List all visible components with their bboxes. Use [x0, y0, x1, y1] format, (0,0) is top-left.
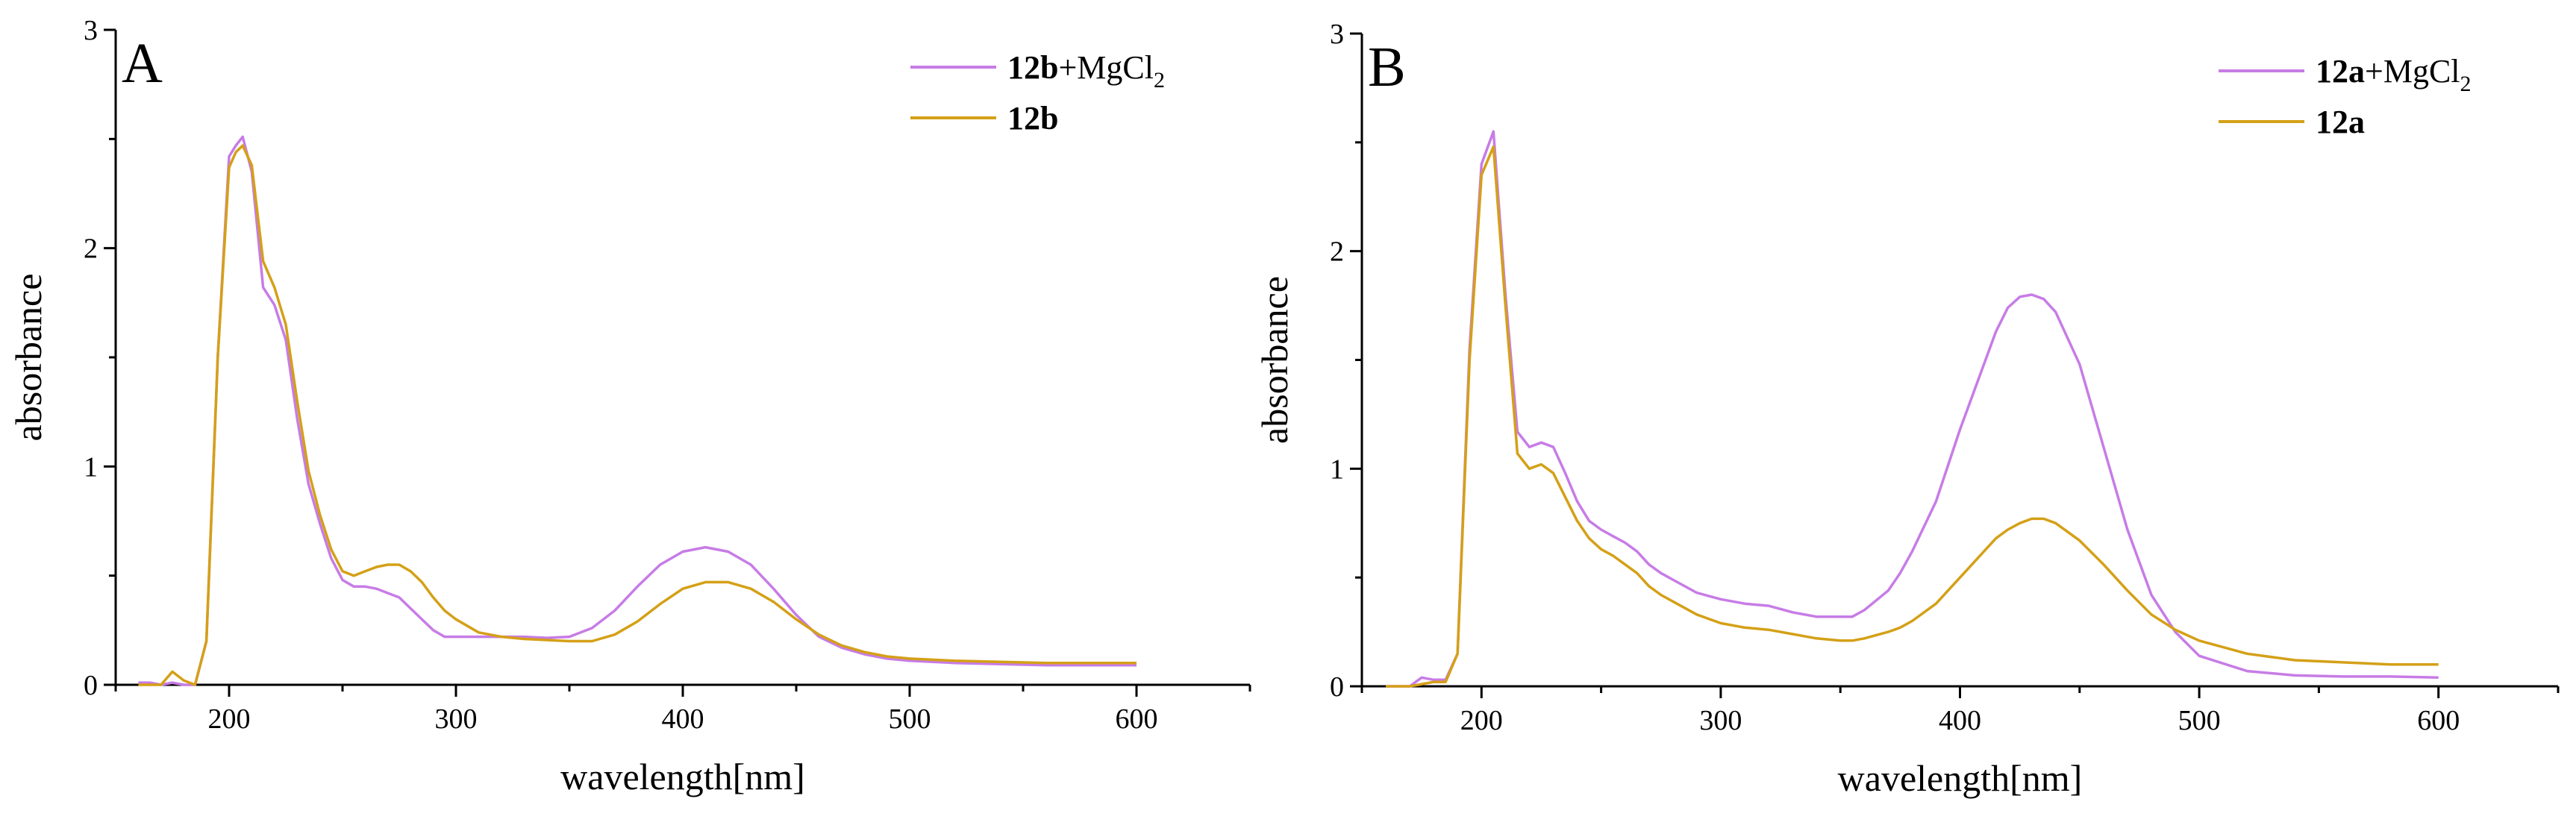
y-tick-label: 0 [1330, 671, 1344, 703]
series-line-12a [1386, 145, 2439, 688]
x-tick-label: 500 [889, 703, 931, 735]
legend-label: 12b+MgCl2 [1007, 49, 1165, 93]
x-tick-label: 600 [1116, 703, 1158, 735]
y-tick-label: 2 [1330, 236, 1344, 268]
x-tick-label: 400 [1939, 705, 1981, 736]
x-tick-label: 400 [662, 703, 704, 735]
y-tick-label: 1 [1330, 454, 1344, 485]
panel-letter: B [1368, 36, 1406, 98]
x-tick-label: 200 [1460, 705, 1503, 736]
x-tick-label: 600 [2417, 705, 2460, 736]
legend-label: 12a+MgCl2 [2316, 53, 2472, 96]
legend-label-rest: +MgCl [2365, 53, 2460, 90]
x-axis-title: wavelength[nm] [1838, 757, 2083, 799]
y-tick-label: 3 [1330, 19, 1344, 50]
y-tick-label: 1 [84, 451, 98, 483]
series-line-12a-mgcl2 [1386, 130, 2439, 688]
legend-label-subscript: 2 [1154, 68, 1165, 93]
legend-label-bold: 12a [2316, 104, 2365, 140]
legend-label-bold: 12b [1007, 100, 1058, 137]
series-line-12b-mgcl2 [138, 135, 1137, 686]
y-tick-label: 0 [84, 670, 98, 701]
x-tick-label: 500 [2178, 705, 2221, 736]
legend-label: 12b [1007, 100, 1058, 137]
legend-label-subscript: 2 [2460, 72, 2472, 96]
x-tick-label: 200 [208, 703, 251, 735]
y-axis-title: absorbance [1254, 276, 1295, 444]
legend-label: 12a [2316, 104, 2365, 140]
x-axis-title: wavelength[nm] [560, 756, 805, 797]
series-line-12b [138, 144, 1137, 686]
y-axis-title: absorbance [7, 274, 49, 442]
y-tick-label: 3 [84, 15, 98, 46]
x-tick-label: 300 [1699, 705, 1742, 736]
panel-a-chart: 200 300 400 500 600 0 1 2 3 wavelength[nm] absorba… [7, 15, 1251, 797]
legend-label-bold: 12b [1007, 49, 1058, 86]
panel-letter: A [122, 32, 163, 95]
panel-b-chart: 200 300 400 500 600 0 1 2 3 wavelength[nm] absorba… [1254, 19, 2560, 799]
legend-label-rest: +MgCl [1058, 49, 1154, 86]
y-tick-label: 2 [84, 233, 98, 265]
x-tick-label: 300 [435, 703, 478, 735]
legend-label-bold: 12a [2316, 53, 2365, 90]
